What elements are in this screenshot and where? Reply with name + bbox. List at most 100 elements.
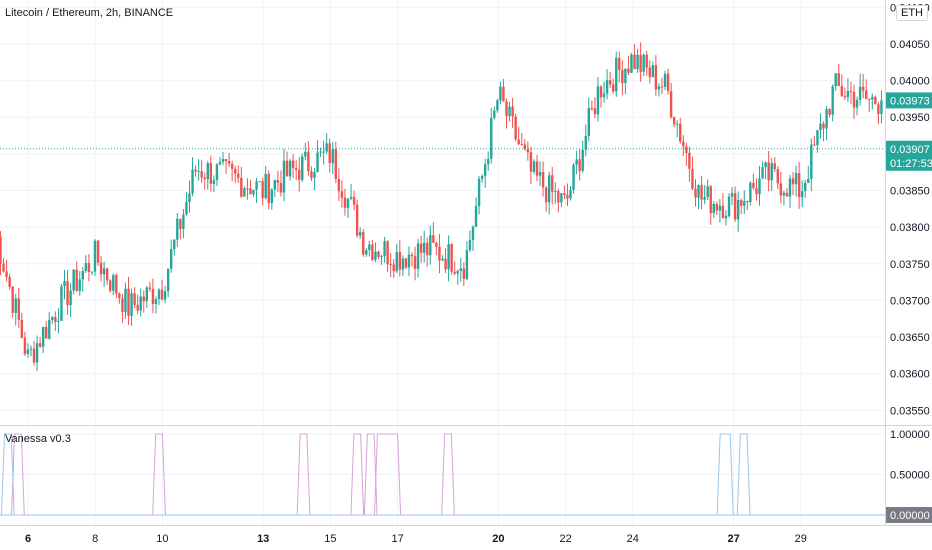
candle-body [807, 178, 810, 183]
candle-body [377, 251, 380, 258]
candle-body [776, 169, 779, 184]
indicator-pulse [373, 433, 402, 516]
candle-body [343, 197, 347, 208]
candle-body [569, 189, 572, 199]
candle-body [554, 191, 557, 193]
candle-body [575, 159, 578, 165]
candle-body [685, 146, 688, 153]
candle-body [749, 182, 752, 203]
candle-body [273, 180, 277, 190]
candle-body [608, 80, 612, 85]
candle-body [307, 151, 310, 172]
candle-body [764, 162, 767, 168]
candle-body [188, 193, 191, 203]
candle-body [572, 164, 575, 190]
candle-body [23, 337, 27, 354]
candle-body [261, 181, 264, 198]
candle-body [636, 54, 639, 69]
mark-price-tag [886, 140, 932, 171]
candle-body [203, 177, 206, 180]
candle-body [800, 191, 804, 198]
indicator-pulse [296, 433, 311, 516]
candle-body [727, 196, 731, 216]
candle-body [322, 151, 325, 153]
candle-body [237, 173, 240, 178]
candle-body [547, 175, 551, 203]
candle-body [438, 246, 441, 261]
candle-body [453, 271, 456, 274]
candle-body [605, 80, 609, 94]
candle-body [401, 258, 405, 270]
candle-body [130, 293, 133, 316]
candle-body [706, 186, 709, 198]
candle-body [139, 296, 142, 311]
candle-body [81, 271, 84, 280]
candle-body [362, 232, 365, 255]
indicator-pulse [350, 433, 365, 516]
candle-body [96, 240, 100, 263]
countdown-label: 01:27:53 [890, 158, 932, 170]
candle-body [349, 197, 353, 199]
candle-body [474, 206, 478, 227]
candle-body [69, 290, 72, 306]
candle-body [426, 242, 429, 256]
indicator-pulse [441, 433, 455, 516]
candle-body [346, 198, 350, 208]
candle-body [538, 172, 542, 176]
candle-body [99, 262, 103, 275]
candle-body [90, 271, 94, 273]
candle-body [29, 348, 33, 350]
candle-body [41, 326, 45, 347]
candle-body [563, 193, 566, 195]
indicator-last-label: 0.00000 [890, 510, 930, 522]
candle-body [797, 173, 801, 198]
candle-body [133, 293, 136, 305]
candle-body [810, 144, 813, 179]
candle-body [447, 244, 450, 270]
candle-body [700, 185, 703, 200]
candle-body [102, 268, 106, 275]
candle-body [508, 106, 511, 117]
candle-body [804, 182, 807, 192]
candle-body [877, 104, 880, 115]
candle-body [407, 254, 411, 268]
candle-body [843, 96, 847, 98]
candle-body [874, 96, 877, 105]
candle-body [816, 130, 819, 146]
candle-body [627, 68, 630, 73]
candle-body [435, 242, 438, 247]
candle-body [502, 86, 505, 102]
candle-body [651, 65, 655, 77]
candle-body [148, 287, 152, 289]
candle-body [663, 73, 667, 87]
candle-body [240, 177, 243, 197]
indicator-title: Vanessa v0.3 [5, 433, 71, 445]
candle-body [517, 139, 520, 145]
candle-body [45, 326, 48, 339]
candle-body [450, 244, 453, 272]
x-tick-label: 8 [92, 533, 98, 545]
candle-body [365, 250, 368, 255]
candle-body [767, 162, 770, 181]
candle-body [267, 173, 270, 204]
mark-price-label: 0.03907 [890, 144, 930, 156]
candle-body [822, 123, 825, 129]
candle-body [584, 135, 587, 150]
candle-body [227, 161, 231, 164]
candle-body [505, 101, 508, 117]
candle-body [157, 289, 161, 300]
candle-body [755, 188, 758, 195]
candle-body [581, 149, 584, 171]
candle-body [282, 160, 286, 193]
candle-body [252, 189, 255, 195]
candle-body [855, 99, 859, 108]
currency-badge[interactable]: ETH [896, 5, 928, 21]
candle-body [599, 86, 603, 98]
candle-body [11, 286, 14, 313]
last-price-tag [886, 92, 932, 109]
candle-body [179, 218, 182, 229]
candle-body [633, 54, 636, 69]
candle-body [718, 205, 722, 211]
candle-body [660, 86, 664, 88]
candle-body [611, 84, 615, 92]
